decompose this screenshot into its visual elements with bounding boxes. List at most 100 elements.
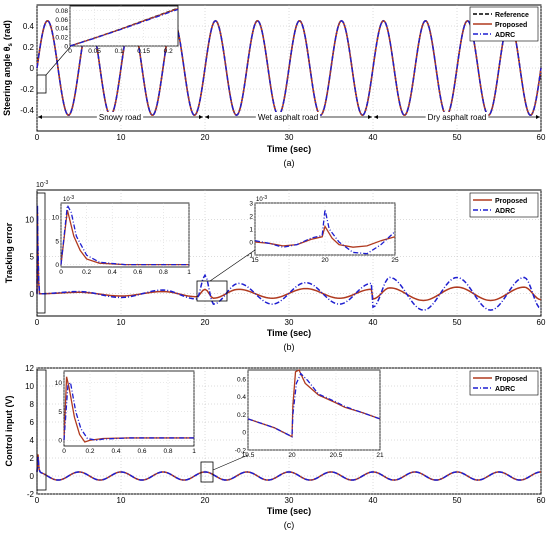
- panel-c-ytick-label: 8: [30, 400, 35, 409]
- panel-b-inset-1-xtick-label: 0.2: [82, 269, 91, 276]
- panel-c-inset-1-frame: [63, 370, 195, 447]
- panel-a-ylabel-text: Steering angle θ: [2, 46, 12, 116]
- panel-b-inset-2-ytick-label: 2: [249, 214, 253, 221]
- panel-c-xtick-label: 50: [453, 496, 462, 505]
- panel-b-ylabel: Tracking error: [4, 222, 14, 283]
- panel-a-inset: 0 0.05 0.1 0.15 0.200.020.040.060.08: [55, 5, 179, 55]
- panel-c-ytick-label: 0: [30, 472, 35, 481]
- panel-a-ylabel-sub: s: [8, 42, 14, 46]
- panel-a-xtick-label: 20: [201, 133, 210, 142]
- road-label-background: [96, 112, 144, 123]
- svg-text:Steering angle θs(rad): Steering angle θs (rad): [2, 20, 14, 116]
- panel-b-inset-2-exponent-power: -3: [263, 195, 268, 201]
- panel-a-series: [36, 19, 542, 117]
- panel-b-inset-1-lines: [60, 203, 190, 267]
- panel-b-inset-1-frame: [60, 202, 190, 268]
- panel-c-inset-2-xtick-label: 19.5: [242, 452, 255, 459]
- panel-b-zoom-connector: [209, 249, 256, 282]
- panel-b-xlabel: Time (sec): [267, 328, 311, 338]
- panel-b-inset-1-xtick-label: 0.4: [108, 269, 117, 276]
- panel-a-xlabel: Time (sec): [267, 144, 311, 154]
- panel-c-inset-2-ytick-label: 0.4: [237, 394, 246, 401]
- panel-c-inset-1-xtick-label: 0.2: [85, 448, 94, 455]
- panel-c-inset-1-xtick-label: 0: [62, 448, 66, 455]
- panel-a-zoom-marker: [36, 74, 47, 94]
- panel-a-legend: Reference Proposed ADRC: [469, 6, 539, 42]
- panel-c-inset-2-ytick-label: 0: [242, 430, 246, 437]
- panel-c-inset-2-lines: [247, 369, 381, 451]
- panel-b-exponent: 10-3: [36, 180, 48, 189]
- panel-c-inset-1-ytick-label: 5: [58, 409, 62, 416]
- legend-proposed-label: Proposed: [495, 22, 527, 29]
- panel-b-inset-2-ytick-label: -1: [247, 253, 253, 260]
- road-label-background: [255, 112, 321, 123]
- panel-a-inset-ytick-label: 0.06: [55, 17, 68, 24]
- panel-b-inset-1-xtick-label: 0.8: [159, 269, 168, 276]
- panel-b-xtick-label: 50: [453, 318, 462, 327]
- panel-a-xtick-label: 40: [369, 133, 378, 142]
- panel-b-xtick-label: 0: [35, 318, 40, 327]
- panel-c-xtick-label: 0: [35, 496, 40, 505]
- panel-a-adrc-line: [36, 19, 542, 117]
- panel-c-inset-1-xtick-label: 0.6: [137, 448, 146, 455]
- panel-c-zoom-marker-2: [200, 461, 214, 483]
- panel-c-ytick-label: 2: [30, 454, 35, 463]
- panel-b-inset-1-exponent-base: 10: [63, 197, 70, 203]
- panel-c-zoom-marker-1: [36, 369, 47, 491]
- panel-b-inset-1-ytick-label: 0: [55, 262, 59, 269]
- panel-a-xtick-label: 50: [453, 133, 462, 142]
- panel-c-legend-box: [469, 370, 539, 396]
- panel-a-inset-xtick-label: 0.15: [137, 48, 150, 55]
- panel-b-adrc-line: [36, 204, 542, 311]
- panel-c-ytick-label: 4: [30, 436, 35, 445]
- panel-a-steering-angle: 0 10 20 30 40 50 60 -0.4 -0.2 0 0.2 0.4 Snowy road …: [2, 4, 546, 168]
- legend-b-proposed-label: Proposed: [495, 198, 527, 205]
- panel-b-ytick-label: 10: [25, 216, 34, 225]
- panel-c-inset-2-frame: [247, 369, 381, 451]
- panel-a-ytick-label: 0.4: [23, 22, 35, 31]
- panel-b-inset-2-ytick-label: 1: [249, 227, 253, 234]
- panel-a-tick-labels: 0 10 20 30 40 50 60 -0.4 -0.2 0 0.2 0.4: [20, 22, 546, 142]
- panel-b-inset-1-adrc-line: [60, 203, 189, 266]
- road-label-background: [425, 112, 489, 123]
- panel-b-inset-2-exponent: 10-3: [256, 195, 267, 203]
- panel-a-inset-adrc-line: [69, 8, 179, 47]
- legend-c-adrc-label: ADRC: [495, 386, 515, 393]
- panel-c-inset-2-ytick-label: -0.2: [235, 448, 247, 455]
- road-arrowhead-right: [199, 115, 203, 119]
- panel-a-inset-ytick-label: 0.08: [55, 8, 68, 15]
- panel-b-inset-1-proposed-line: [60, 209, 189, 266]
- panel-a-inset-xtick-label: 0.05: [88, 48, 101, 55]
- panel-b-inset-2-xtick-label: 25: [391, 257, 399, 264]
- road-arrowhead-right: [536, 115, 540, 119]
- panel-a-ytick-label: 0.2: [23, 43, 35, 52]
- panel-c-inset-2-xtick-label: 20: [288, 452, 296, 459]
- panel-c-inset-1-adrc-line: [63, 381, 194, 441]
- panel-c-inset-1-xtick-label: 1: [192, 448, 196, 455]
- panel-c-inset-2-xtick-label: 20.5: [330, 452, 343, 459]
- road-arrowhead-left: [38, 115, 42, 119]
- panel-b-zoom-marker-1: [36, 192, 46, 314]
- panel-c-xtick-label: 40: [369, 496, 378, 505]
- panel-c-inset-2-ytick-label: 0.6: [237, 376, 246, 383]
- panel-a-xtick-label: 60: [537, 133, 546, 142]
- panel-b-exponent-power: -3: [44, 180, 49, 186]
- panel-a-xtick-label: 10: [117, 133, 126, 142]
- panel-b-xtick-label: 30: [285, 318, 294, 327]
- road-arrowhead-left: [374, 115, 378, 119]
- panel-b-legend-box: [469, 192, 539, 218]
- panel-c-inset-2-ticks: 19.5 20 20.5 21 -0.2 0 0.2 0.4 0.6: [235, 376, 384, 459]
- panel-c-xtick-label: 10: [117, 496, 126, 505]
- panel-c-inset-2-adrc-line: [247, 372, 381, 438]
- panel-b-xtick-label: 60: [537, 318, 546, 327]
- panel-b-exponent-base: 10: [36, 182, 44, 189]
- panel-a-inset-ytick-label: 0: [64, 44, 68, 51]
- panel-b-inset-2-exponent-base: 10: [256, 197, 263, 203]
- panel-b-inset-1-xtick-label: 1: [187, 269, 191, 276]
